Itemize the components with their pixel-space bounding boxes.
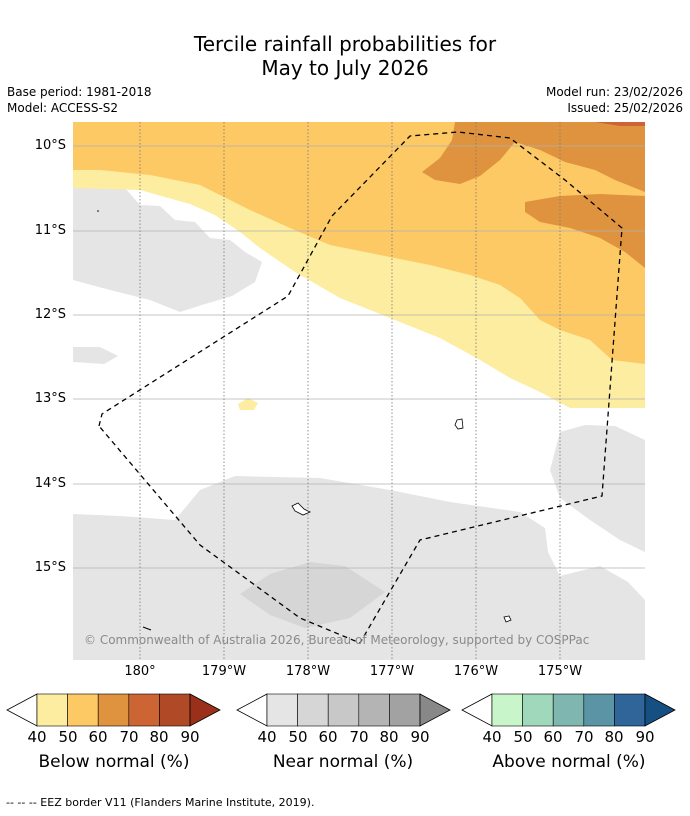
cb-tick: 80 <box>379 728 399 746</box>
cb-tick: 90 <box>410 728 430 746</box>
cb-tick: 40 <box>482 728 502 746</box>
cb-tick: 60 <box>88 728 108 746</box>
cb-tick: 90 <box>635 728 655 746</box>
below-normal-region-50 <box>73 122 645 364</box>
below-normal-title: Below normal (%) <box>38 752 190 772</box>
colorbar-low-arrow <box>236 693 268 727</box>
colorbar-low-arrow <box>6 693 38 727</box>
colorbar-segment <box>552 693 585 727</box>
cb-tick: 90 <box>180 728 200 746</box>
island <box>142 626 152 631</box>
near-normal-region <box>73 347 118 364</box>
colorbar-segment <box>266 693 298 727</box>
near-normal-region <box>550 425 645 552</box>
map-title-line2: May to July 2026 <box>261 56 429 80</box>
island <box>97 210 99 212</box>
near-normal-region <box>73 188 262 312</box>
lon-label: 180° <box>124 664 156 679</box>
colorbar-segment <box>67 693 99 727</box>
base-period: Base period: 1981-2018 <box>7 85 152 99</box>
colorbar-high-arrow <box>189 693 221 727</box>
colorbar-segment <box>389 693 421 727</box>
colorbar-segment <box>128 693 160 727</box>
cb-tick: 60 <box>543 728 563 746</box>
colorbar-segment <box>327 693 360 727</box>
cb-tick: 40 <box>257 728 277 746</box>
cb-tick: 70 <box>119 728 139 746</box>
cb-tick: 70 <box>349 728 369 746</box>
colorbar-segment <box>614 693 646 727</box>
below-normal-region-70 <box>595 122 645 126</box>
colorbar-high-arrow <box>644 693 676 727</box>
model-name: Model: ACCESS-S2 <box>7 101 119 115</box>
colorbar-segment <box>36 693 68 727</box>
cb-tick: 70 <box>574 728 594 746</box>
lat-label: 14°S <box>34 476 66 491</box>
below-normal-region-60 <box>422 122 645 192</box>
lat-label: 15°S <box>34 560 66 575</box>
colorbars <box>6 693 676 727</box>
below-normal-region-40 <box>238 398 258 410</box>
colorbar-segment <box>583 693 615 727</box>
colorbar-segment <box>358 693 390 727</box>
colorbar-low-arrow <box>461 693 493 727</box>
colorbar-high-arrow <box>419 693 451 727</box>
cb-tick: 80 <box>604 728 624 746</box>
eez-border <box>98 131 623 644</box>
near-normal-region-50 <box>240 562 385 628</box>
island <box>291 502 311 516</box>
map-title-line1: Tercile rainfall probabilities for <box>193 32 497 56</box>
cb-tick: 60 <box>318 728 338 746</box>
copyright-notice: © Commonwealth of Australia 2026, Bureau… <box>84 633 590 647</box>
lon-label: 179°W <box>201 664 247 679</box>
lon-label: 176°W <box>453 664 499 679</box>
lon-label: 177°W <box>369 664 415 679</box>
above-normal-title: Above normal (%) <box>492 752 646 772</box>
colorbar-segment <box>297 693 329 727</box>
model-run: Model run: 23/02/2026 <box>545 85 683 99</box>
lat-label: 10°S <box>34 138 66 153</box>
cb-tick: 50 <box>288 728 308 746</box>
lat-label: 11°S <box>34 223 66 238</box>
lon-label: 178°W <box>285 664 331 679</box>
cb-tick: 40 <box>27 728 47 746</box>
lon-label: 175°W <box>537 664 583 679</box>
colorbar-segment <box>491 693 523 727</box>
cb-tick: 50 <box>513 728 533 746</box>
island <box>503 615 512 623</box>
lat-label: 13°S <box>34 391 66 406</box>
colorbar-segment <box>159 693 191 727</box>
lat-label: 12°S <box>34 307 66 322</box>
eez-legend-note: -- -- -- EEZ border V11 (Flanders Marine… <box>6 796 315 809</box>
issued-date: Issued: 25/02/2026 <box>567 101 683 115</box>
colorbar-segment <box>97 693 130 727</box>
island <box>454 418 464 430</box>
cb-tick: 80 <box>149 728 169 746</box>
colorbar-segment <box>522 693 554 727</box>
near-normal-title: Near normal (%) <box>272 752 414 772</box>
cb-tick: 50 <box>58 728 78 746</box>
